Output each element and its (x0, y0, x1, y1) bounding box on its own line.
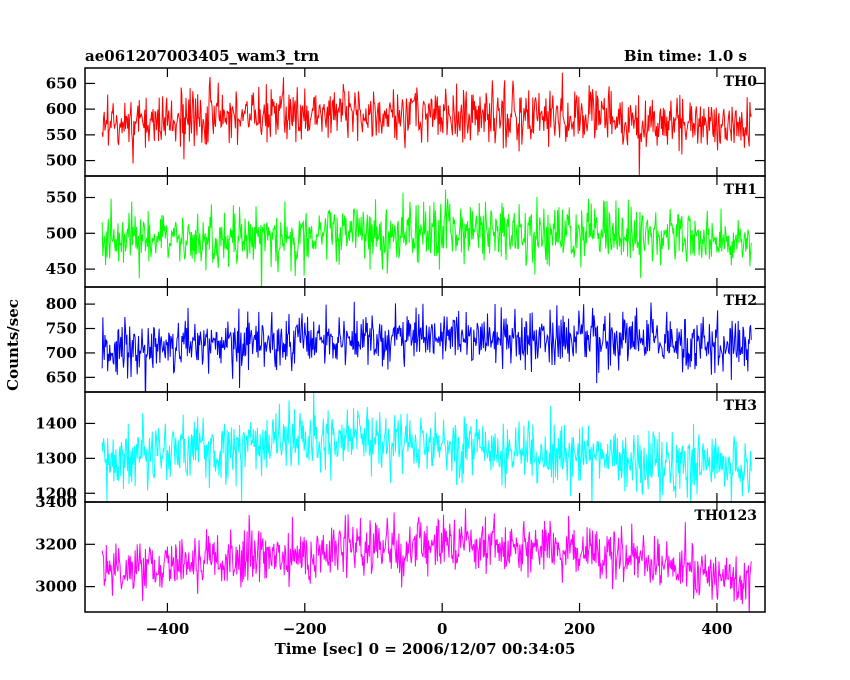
y-tick-label: 1300 (35, 449, 77, 467)
y-tick-label: 1400 (35, 414, 77, 432)
y-tick-label: 650 (46, 368, 77, 386)
y-tick-label: 3400 (35, 493, 77, 511)
y-tick-label: 750 (46, 320, 77, 338)
x-tick-label: 400 (701, 620, 732, 638)
y-tick-label: 600 (46, 100, 77, 118)
panel-label-th0123: TH0123 (694, 508, 757, 524)
y-tick-label: 550 (46, 126, 77, 144)
y-tick-label: 1200 (35, 484, 77, 502)
panel-label-th2: TH2 (724, 293, 757, 309)
series-line-th2 (101, 301, 752, 392)
series-line-th0123 (101, 508, 752, 612)
series-line-th0 (101, 72, 752, 176)
y-tick-label: 3000 (35, 578, 77, 596)
y-tick-label: 3200 (35, 535, 77, 553)
panel-frame-th0123 (84, 501, 766, 613)
y-tick-label: 500 (46, 152, 77, 170)
panel-label-th1: TH1 (724, 182, 757, 198)
bin-time-label: Bin time: 1.0 s (624, 47, 747, 65)
x-tick-label: 200 (564, 620, 595, 638)
y-tick-label: 500 (46, 224, 77, 242)
panel-label-th3: TH3 (724, 398, 757, 414)
y-tick-label: 550 (46, 188, 77, 206)
x-tick-label: −400 (145, 620, 189, 638)
y-axis-label: Counts/sec (4, 299, 22, 391)
y-tick-label: 700 (46, 344, 77, 362)
label-layer: ae061207003405_wam3_trn Bin time: 1.0 s … (4, 47, 757, 658)
y-tick-label: 650 (46, 74, 77, 92)
series-line-th3 (101, 392, 752, 502)
data-layer (101, 72, 752, 612)
x-axis-label: Time [sec] 0 = 2006/12/07 00:34:05 (275, 640, 576, 658)
panel-label-th0: TH0 (724, 74, 758, 90)
y-tick-label: 450 (46, 260, 77, 278)
frame-layer (84, 67, 766, 613)
x-tick-label: 0 (437, 620, 447, 638)
y-tick-label: 800 (46, 295, 77, 313)
x-tick-label: −200 (283, 620, 327, 638)
series-line-th1 (101, 189, 752, 287)
chart-title: ae061207003405_wam3_trn (85, 47, 319, 65)
